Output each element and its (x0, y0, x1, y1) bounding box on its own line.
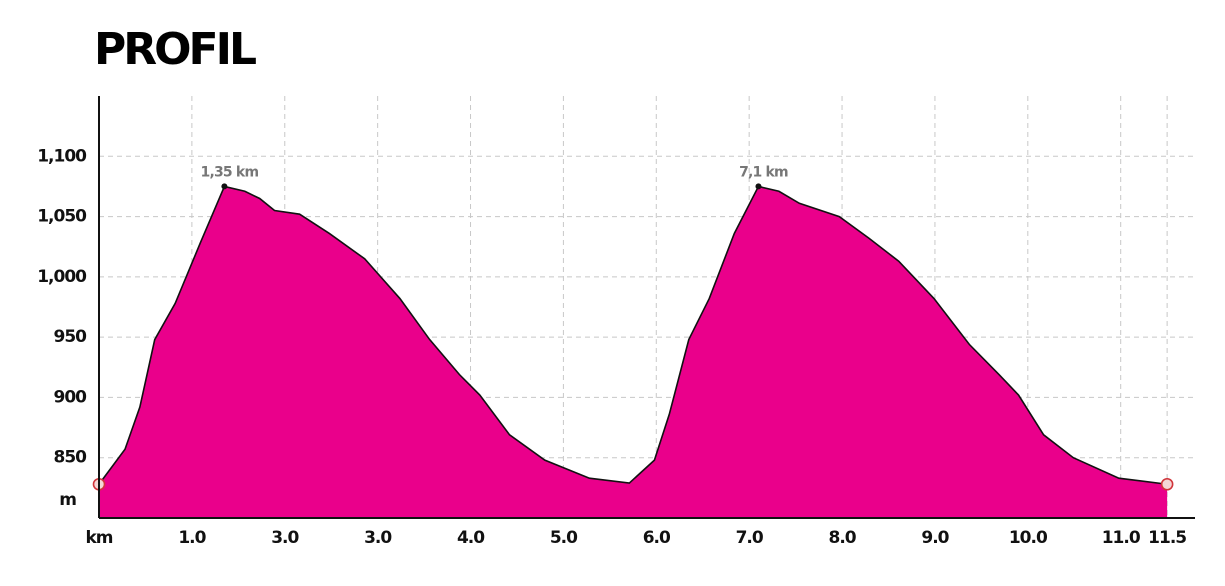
y-tick-label: 1,100 (37, 146, 87, 166)
y-tick-label: 900 (54, 387, 88, 407)
y-tick-label: 850 (54, 448, 88, 468)
y-tick-label: 1,000 (37, 267, 87, 287)
endpoint (1160, 477, 1174, 491)
x-tick-label: 11.0 (1102, 528, 1141, 548)
area (99, 186, 1168, 518)
chart-title: PROFIL (94, 24, 256, 75)
annotation: 7,1 km (739, 164, 788, 180)
x-tick-label: 3.0 (364, 528, 392, 548)
x-tick-label: 8.0 (828, 528, 856, 548)
y-tick-label: 1,050 (37, 207, 87, 227)
y-unit: m (59, 490, 76, 510)
x-tick-label: 7.0 (736, 528, 764, 548)
x-tick-label: 6.0 (643, 528, 671, 548)
x-tick-label: 9.0 (921, 528, 949, 548)
x-tick-label: 1.0 (178, 528, 206, 548)
profile-line (98, 185, 1168, 486)
x-tick-label: 3.0 (271, 528, 299, 548)
x-tick-label: 5.0 (550, 528, 578, 548)
x-tick-label: km (85, 528, 112, 548)
y-tick-label: 950 (54, 327, 88, 347)
x-tick-label: 11.5 (1148, 528, 1186, 548)
annotation: 1,35 km (201, 164, 259, 180)
x-tick-label: 4.0 (457, 528, 485, 548)
peak-marker (755, 183, 762, 190)
peak-marker (221, 183, 228, 190)
x-tick-label: 10.0 (1009, 528, 1048, 548)
